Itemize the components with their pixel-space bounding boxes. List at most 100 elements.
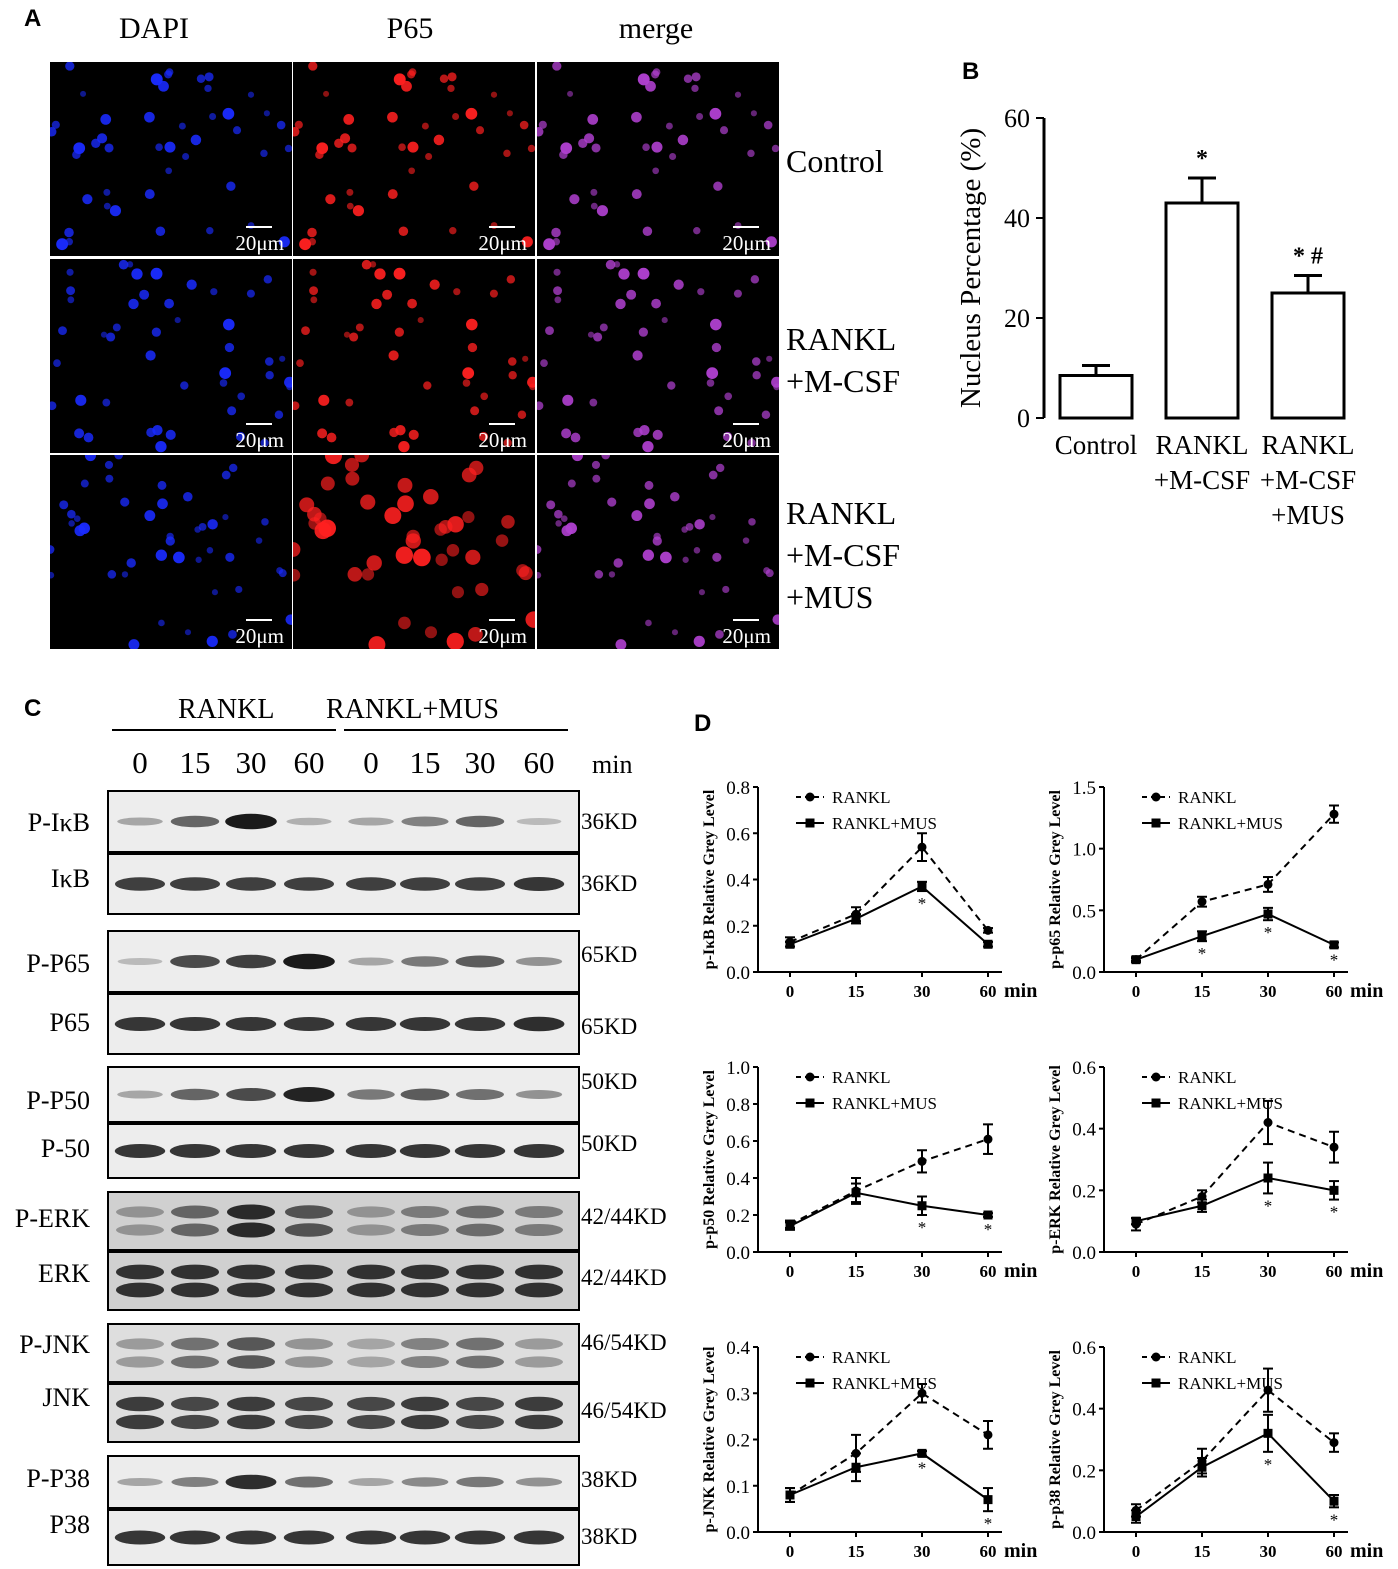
data-point (983, 1430, 993, 1440)
time-point-label: 30 (235, 745, 267, 780)
cell-nucleus (571, 455, 583, 462)
cell-nucleus (324, 455, 342, 465)
data-point (983, 925, 993, 935)
cell-nucleus (326, 432, 337, 443)
cell-nucleus (637, 267, 650, 280)
cell-nucleus (561, 428, 572, 439)
time-point-label: 60 (293, 745, 325, 780)
cell-nucleus (495, 534, 509, 547)
cell-nucleus (638, 327, 648, 337)
legend-marker (1151, 1378, 1161, 1388)
cell-nucleus (155, 549, 168, 561)
data-point (983, 1495, 993, 1505)
protein-band (283, 1530, 335, 1545)
cell-nucleus (506, 275, 516, 284)
cell-nucleus (637, 73, 650, 86)
protein-band (401, 956, 449, 967)
cell-nucleus (552, 62, 562, 71)
protein-band (347, 1338, 395, 1350)
cell-nucleus (361, 259, 372, 270)
cell-nucleus (347, 567, 363, 582)
cell-nucleus (642, 143, 650, 152)
scale-bar (489, 619, 515, 621)
cell-nucleus (651, 141, 663, 153)
cell-nucleus (642, 440, 654, 453)
series-line (1135, 1121, 1335, 1226)
protein-band (348, 1478, 394, 1486)
cell-nucleus (429, 279, 440, 290)
protein-band (284, 877, 334, 891)
protein-band (283, 1087, 335, 1102)
data-point (1329, 1185, 1339, 1195)
cell-nucleus (104, 143, 114, 153)
cell-nucleus (747, 149, 755, 158)
cell-nucleus (65, 62, 75, 71)
legend-label: RANKL+MUS (1178, 814, 1283, 833)
series-line (789, 1452, 989, 1501)
y-axis-label: p-p65 Relative Grey Level (1047, 790, 1064, 969)
data-point (917, 1448, 927, 1458)
cell-nucleus (709, 107, 722, 120)
protein-band (401, 1477, 449, 1487)
y-tick-label: 0.4 (1072, 1120, 1096, 1141)
blot-label: JNK (42, 1383, 90, 1412)
cell-nucleus (555, 520, 562, 527)
data-point (917, 881, 927, 891)
significance-mark: * (1330, 950, 1339, 969)
cell-nucleus (397, 477, 413, 493)
cell-nucleus (121, 571, 129, 578)
cell-nucleus (685, 523, 694, 531)
cell-nucleus (772, 614, 779, 625)
cell-nucleus (317, 428, 328, 439)
cell-nucleus (394, 327, 404, 337)
micrograph-cells (293, 259, 535, 453)
cell-nucleus (632, 350, 643, 361)
cell-nucleus (346, 202, 354, 210)
x-tick-label: 60 (1326, 1262, 1343, 1281)
cell-nucleus (554, 509, 563, 519)
cell-nucleus (165, 536, 175, 546)
cell-nucleus (490, 91, 498, 98)
x-tick-label: 15 (848, 982, 865, 1001)
x-tick-label: 30 (914, 1542, 931, 1561)
legend-label: RANKL+MUS (832, 814, 937, 833)
cell-nucleus (517, 410, 527, 419)
protein-band (226, 877, 276, 891)
blot-strip-P-JNK (107, 1323, 580, 1383)
cell-nucleus (224, 342, 235, 353)
time-point-label: 15 (179, 745, 211, 780)
cell-nucleus (652, 429, 663, 440)
protein-band (286, 817, 332, 826)
micrograph-merge: 20μm (537, 455, 779, 649)
y-axis-label: p-p50 Relative Grey Level (701, 1070, 718, 1249)
cell-nucleus (693, 547, 701, 554)
data-point (1329, 940, 1339, 950)
protein-band (169, 1144, 221, 1158)
cell-nucleus (222, 513, 229, 521)
cell-nucleus (591, 143, 601, 153)
data-point (851, 914, 861, 924)
cell-nucleus (734, 91, 742, 98)
time-unit: min (592, 750, 633, 779)
protein-band (345, 1144, 397, 1158)
scale-bar (733, 423, 759, 425)
series-line (1135, 1432, 1335, 1518)
series-line (789, 885, 989, 946)
cell-nucleus (104, 460, 114, 469)
data-point (1263, 1118, 1273, 1127)
cell-nucleus (207, 519, 218, 530)
cell-nucleus (368, 636, 386, 649)
cell-nucleus (773, 383, 779, 391)
cell-nucleus (182, 152, 190, 161)
cell-nucleus (74, 428, 85, 439)
band-canvas (116, 1264, 563, 1298)
cell-nucleus (706, 379, 715, 387)
cell-nucleus (206, 547, 214, 554)
cell-nucleus (554, 296, 562, 304)
cell-nucleus (50, 545, 55, 554)
cell-nucleus (433, 134, 445, 146)
cell-nucleus (237, 392, 246, 401)
cell-nucleus (475, 582, 489, 597)
significance-mark: * (1330, 1510, 1339, 1529)
legend-label: RANKL (832, 1348, 891, 1367)
